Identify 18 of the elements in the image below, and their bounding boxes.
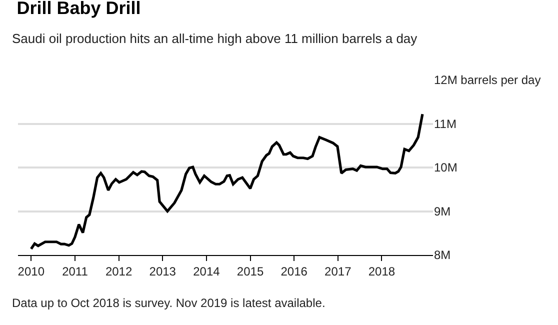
y-tick-label: 10M: [434, 160, 458, 175]
x-tick-label: 2013: [149, 264, 176, 278]
chart-title: Drill Baby Drill: [16, 0, 141, 18]
y-tick-label: 8M: [434, 248, 451, 262]
chart-subtitle: Saudi oil production hits an all-time high above 11 million barrels a day: [12, 31, 418, 46]
x-tick-label: 2017: [324, 264, 352, 278]
x-tick-label: 2015: [236, 264, 264, 278]
line-series: [30, 112, 424, 250]
y-tick-label: 9M: [434, 204, 451, 218]
x-tick-label: 2014: [193, 264, 220, 278]
x-tick-label: 2016: [280, 264, 308, 278]
text: Data up to Oct 2018 is survey. Nov 2019 is latest available.: [12, 296, 326, 310]
y-tick-label: 12M barrels per day: [434, 73, 541, 88]
x-tick-label: 2011: [62, 264, 88, 278]
x-tick-label: 2012: [105, 264, 132, 278]
x-tick-label: 2010: [18, 264, 45, 278]
y-tick-label: 11M: [434, 116, 456, 131]
x-tick-label: 2018: [368, 264, 396, 278]
